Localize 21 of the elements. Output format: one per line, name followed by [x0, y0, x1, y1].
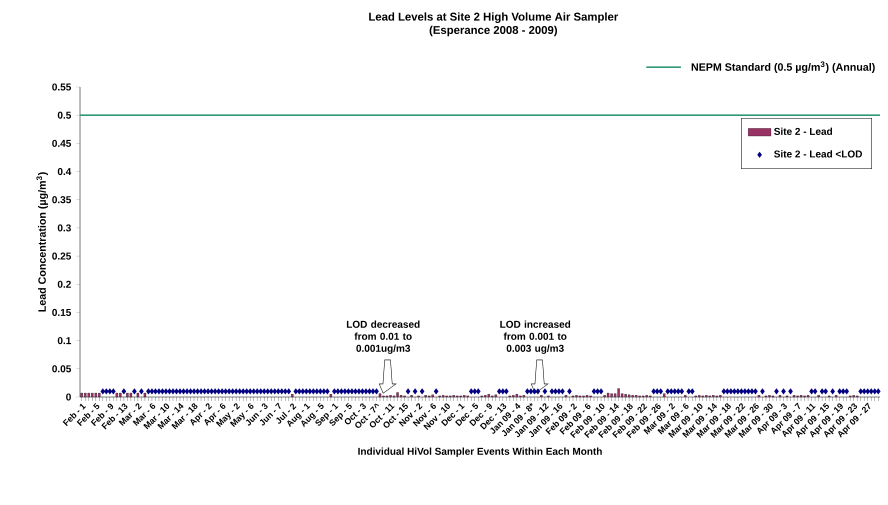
- legend-label: NEPM Standard (0.5 µg/m$^{3}$) (Annual): [692, 61, 875, 73]
- annotation: LOD increased from 0.001 to 0.003 ug/m3: [500, 320, 570, 354]
- y-axis-title: Lead Concentration (µg/m$^{3}$): [36, 172, 48, 312]
- annotation: LOD decreased from 0.01 to 0.001ug/m3: [346, 320, 420, 354]
- y-tick-label: 0.05: [52, 365, 72, 372]
- y-tick-label: 0.3: [58, 224, 71, 232]
- y-tick-label: 0.15: [52, 308, 72, 316]
- legend-label: Site 2 - Lead <LOD: [774, 150, 862, 158]
- y-tick-label: 0.35: [52, 196, 72, 204]
- y-tick-label: 0.45: [52, 140, 72, 147]
- y-tick-label: 0.1: [58, 337, 72, 344]
- chart-subtitle: (Esperance 2008 - 2009): [430, 26, 557, 36]
- y-tick-label: 0.25: [52, 252, 72, 260]
- y-tick-label: 0.4: [58, 168, 72, 176]
- legend-label: Site 2 - Lead: [774, 128, 832, 135]
- x-axis-title: Individual HiVol Sampler Events Within Each Month: [358, 448, 602, 457]
- y-tick-label: 0.5: [58, 112, 72, 119]
- y-tick-label: 0: [66, 393, 71, 401]
- y-tick-label: 0.2: [58, 280, 71, 288]
- y-tick-label: 0.55: [52, 83, 72, 91]
- chart-title: Lead Levels at Site 2 High Volume Air Sampler: [369, 12, 618, 23]
